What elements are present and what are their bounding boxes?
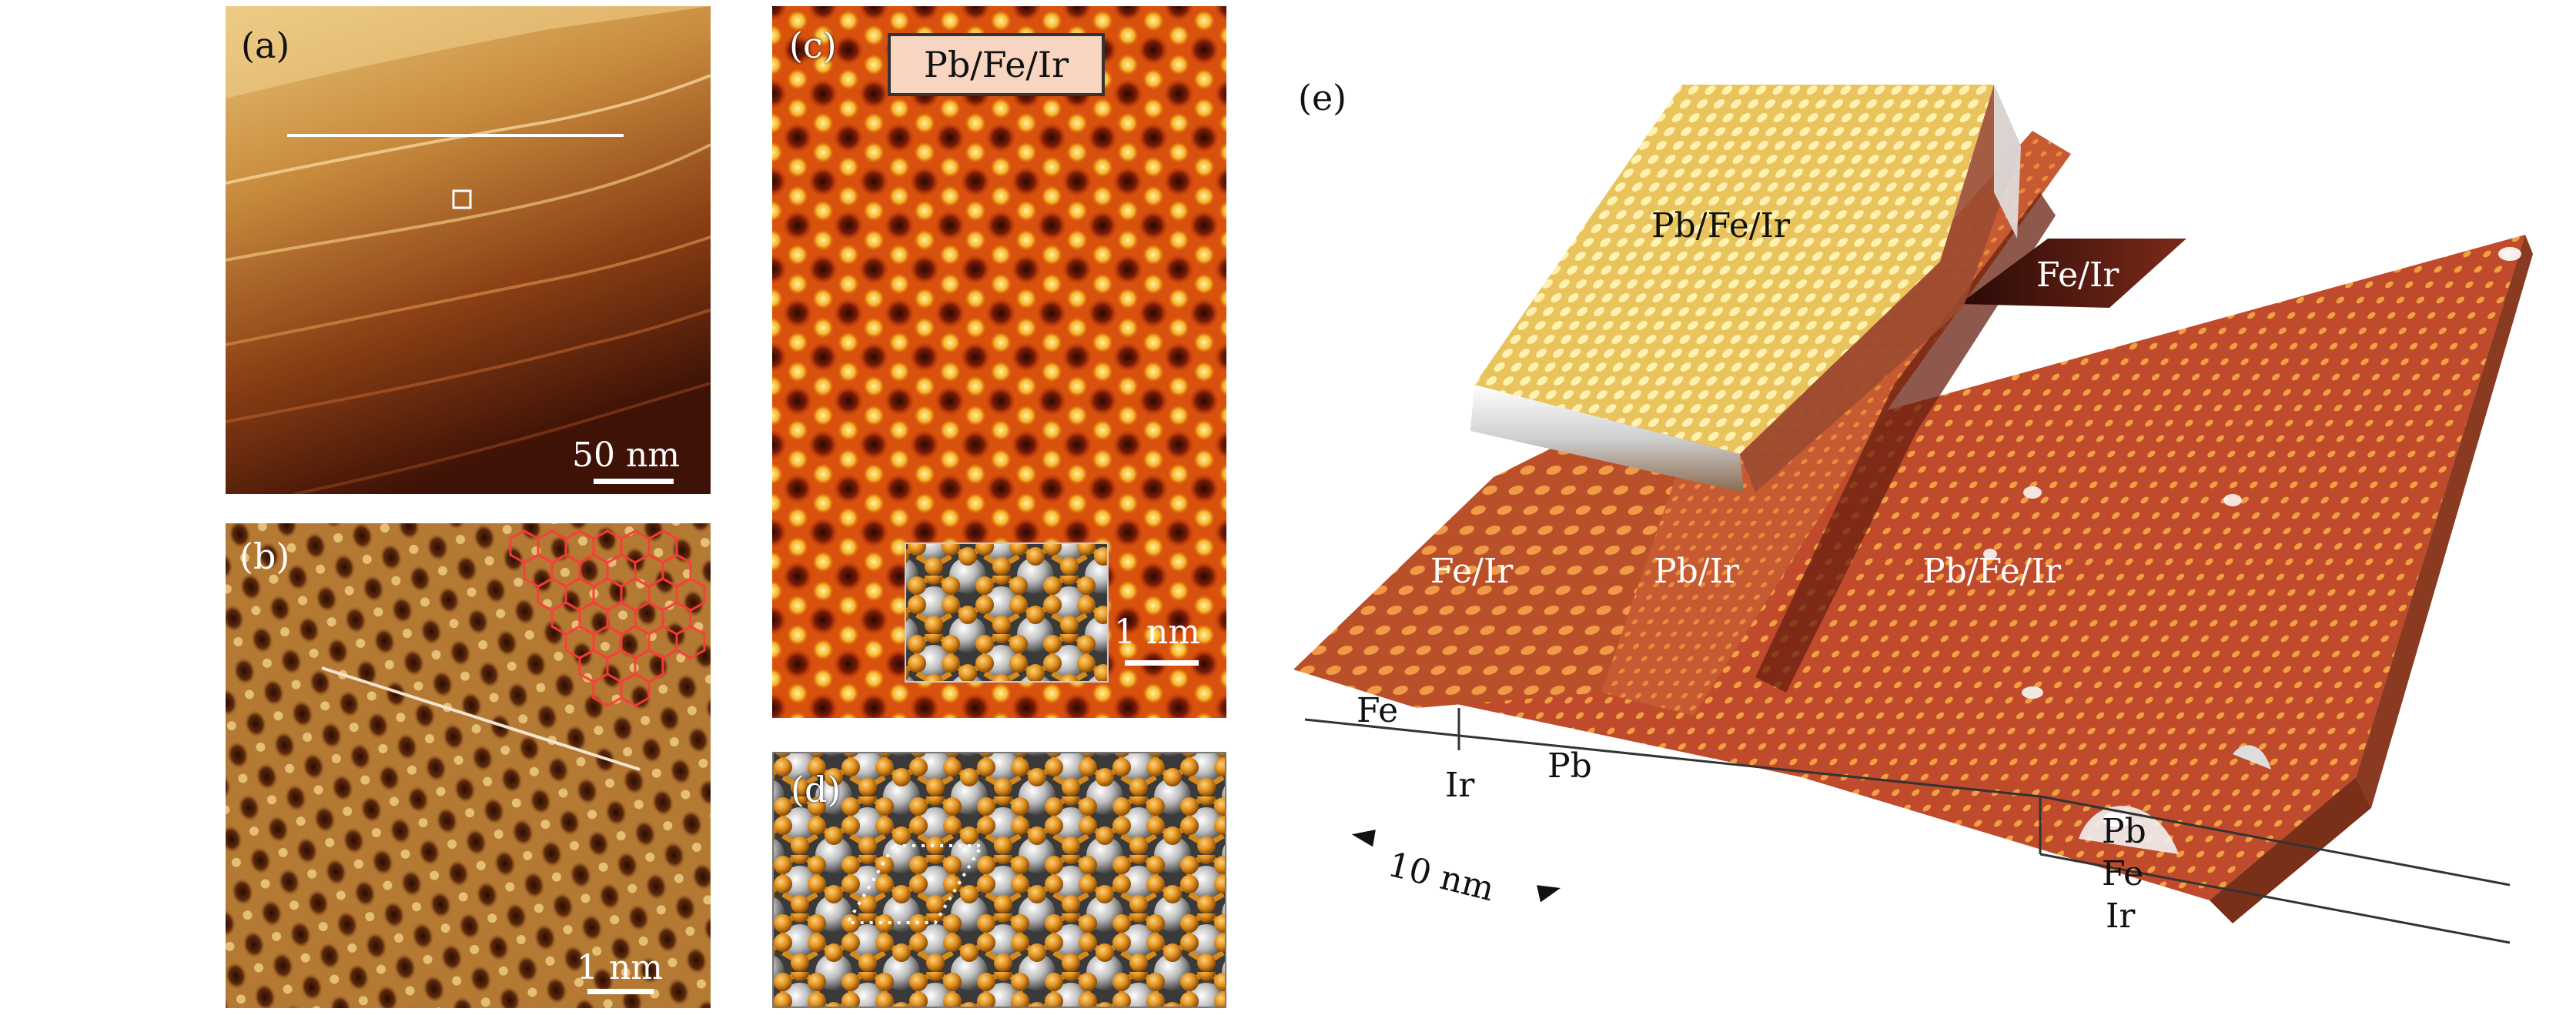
panel-a-terrace-image: (a) 50 nm — [226, 6, 711, 494]
unit-cell-outline — [845, 844, 985, 924]
label-top-terrace: Pb/Fe/Ir — [1651, 206, 1790, 245]
label-fe-ir-left: Fe/Ir — [1430, 552, 1514, 591]
panel-e-3d-surface: (e) Pb/Fe/Ir Fe/Ir Fe/Ir Pb/Ir Pb/Fe/Ir … — [1263, 0, 2571, 1015]
panel-label-b: (b) — [239, 536, 290, 577]
stack-label-ir-right: Ir — [2106, 896, 2136, 936]
zoom-box-marker — [452, 189, 472, 209]
scale-arrow-e — [1351, 830, 1561, 903]
surface-pb-fe-ir — [1293, 235, 2525, 900]
panel-c-title: Pb/Fe/Ir — [923, 44, 1069, 85]
scale-label-b: 1 nm — [576, 948, 664, 987]
axis-line-main — [1304, 718, 2041, 798]
scale-bar-a — [594, 479, 674, 484]
stack-label-ir-left: Ir — [1445, 766, 1475, 805]
scale-label-c: 1 nm — [1113, 613, 1201, 652]
panel-b-stm-image: (b) 1 nm — [226, 523, 711, 1008]
panel-label-c: (c) — [789, 25, 837, 66]
terrace-pb-fe-ir-top — [1474, 85, 1994, 454]
terrace-front-wall — [1470, 385, 1744, 492]
stack-label-fe: Fe — [1357, 691, 1399, 730]
atomic-model-inset — [905, 543, 1109, 683]
stack-label-pb-right: Pb — [2102, 812, 2146, 851]
stack-label-pb-left: Pb — [1547, 746, 1592, 786]
panel-label-d: (d) — [791, 769, 841, 810]
label-pb-ir: Pb/Ir — [1654, 552, 1740, 591]
trench — [1755, 192, 2056, 693]
label-pb-fe-ir-right: Pb/Fe/Ir — [1922, 552, 2061, 591]
scale-bar-b — [587, 989, 654, 994]
panel-c-title-box: Pb/Fe/Ir — [888, 33, 1105, 96]
scale-bar-c — [1125, 660, 1199, 666]
panel-c-stm-image: (c) Pb/Fe/Ir 1 nm — [772, 6, 1226, 718]
stack-label-fe-right: Fe — [2102, 854, 2144, 893]
scale-label-a: 50 nm — [571, 436, 681, 475]
axis-line-stack — [2039, 853, 2511, 944]
panel-label-a: (a) — [241, 25, 290, 66]
surface-fe-ir-upper — [1959, 239, 2186, 308]
terrace-side-wall — [1740, 85, 2021, 492]
line-profile-marker-b — [321, 666, 641, 771]
panel-d-atomic-model: (d) — [772, 752, 1226, 1008]
honeycomb-lattice-overlay — [509, 529, 706, 707]
panel-label-e: (e) — [1298, 77, 1347, 119]
label-fe-ir-upper: Fe/Ir — [2036, 255, 2119, 295]
